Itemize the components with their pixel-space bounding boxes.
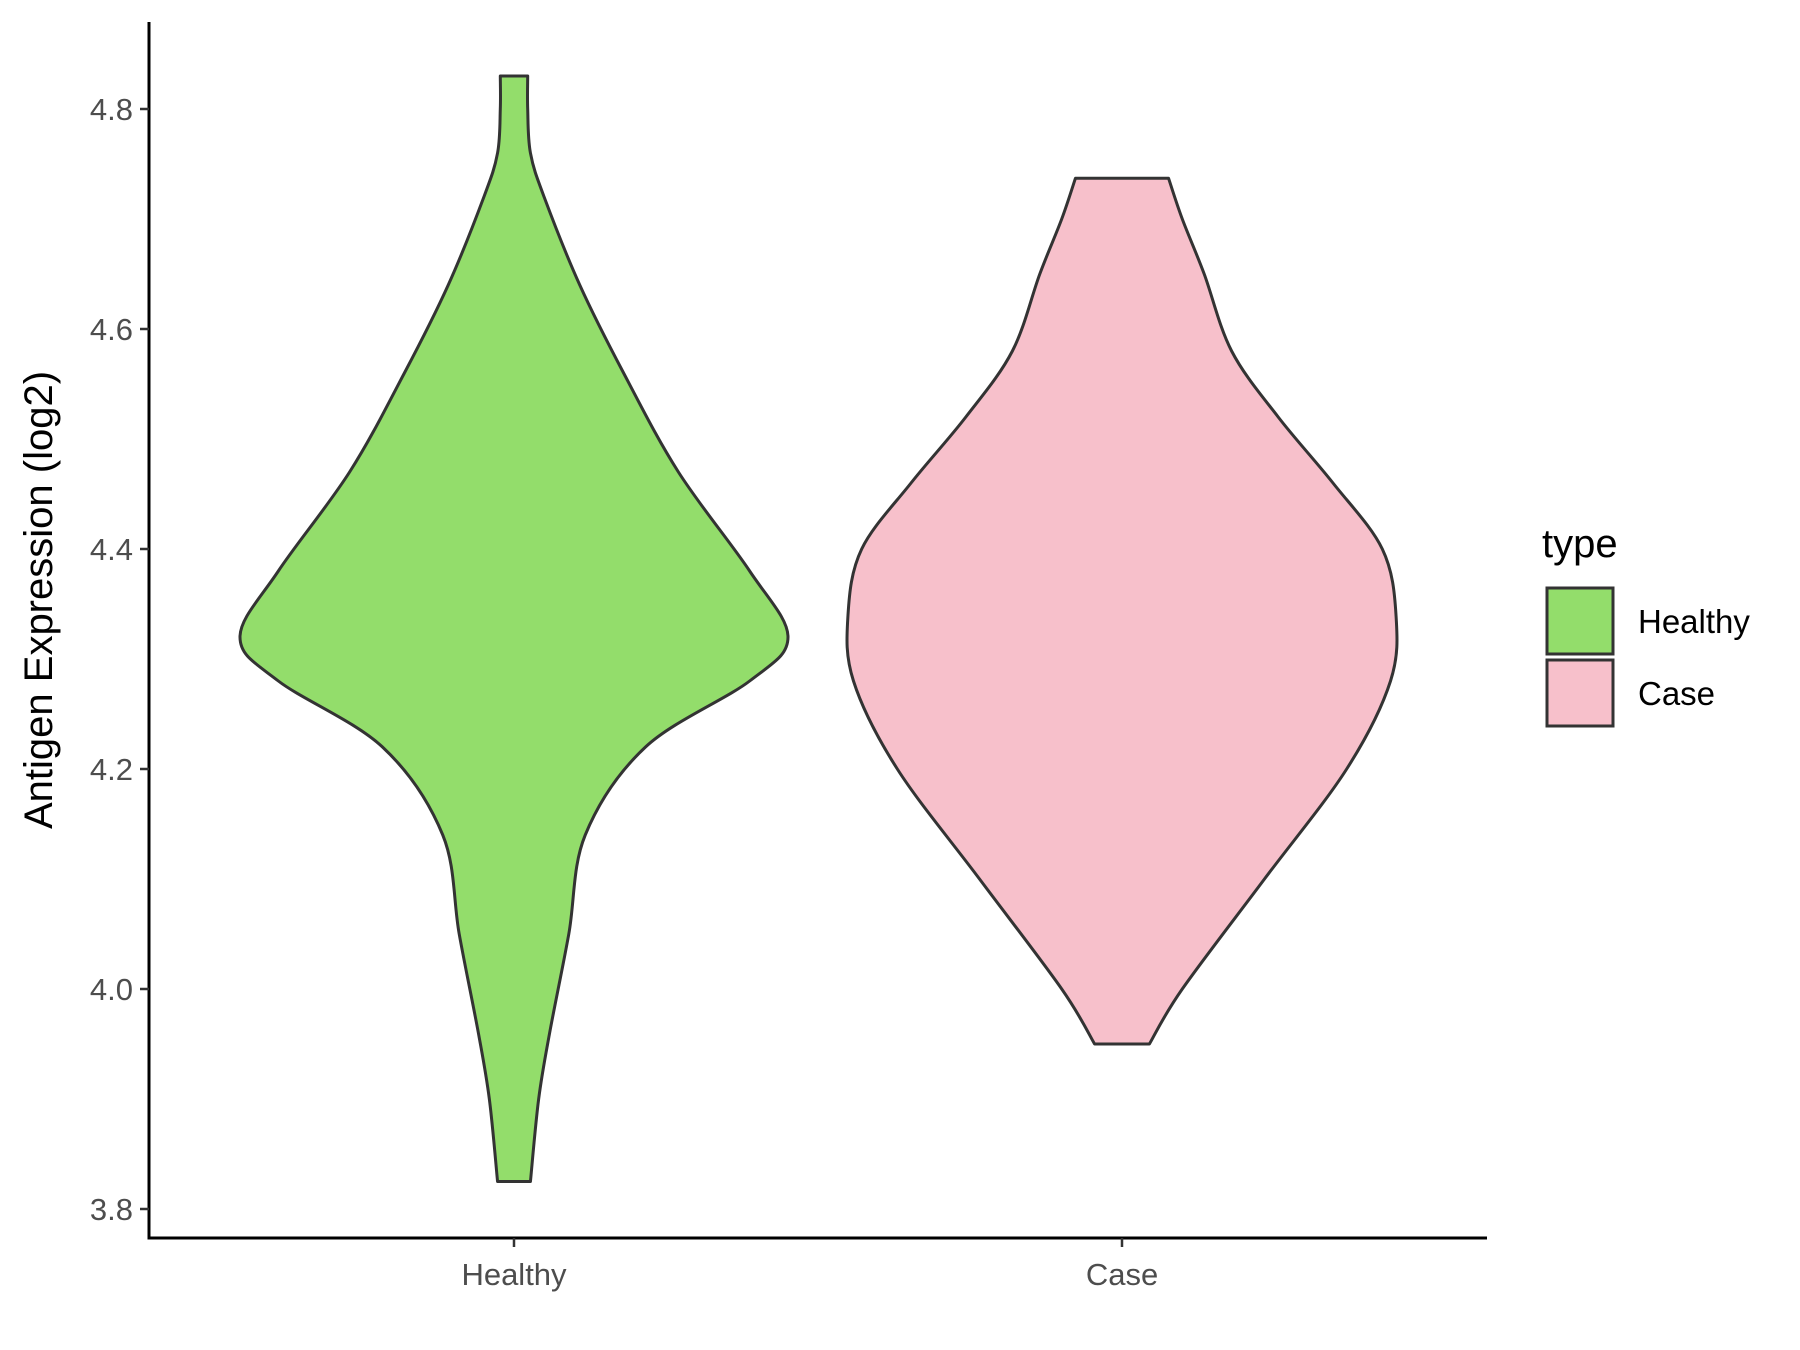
legend-swatch-healthy	[1545, 586, 1615, 656]
y-tick-label: 4.2	[90, 752, 133, 787]
y-tick-label: 4.6	[90, 312, 133, 347]
x-tick-label: Healthy	[461, 1257, 567, 1292]
y-tick-label: 3.8	[90, 1192, 133, 1227]
legend-swatch-case	[1545, 658, 1615, 728]
y-axis-title: Antigen Expression (log2)	[17, 371, 61, 829]
x-axis-ticks: Healthy Case	[461, 1238, 1158, 1292]
y-axis-ticks: 3.8 4.0 4.2 4.4 4.6 4.8	[90, 92, 149, 1227]
violin-layer	[238, 74, 1399, 1183]
legend-label-healthy: Healthy	[1638, 603, 1750, 640]
legend: type Healthy Case	[1542, 522, 1750, 728]
legend-label-case: Case	[1638, 675, 1715, 712]
x-tick-label: Case	[1086, 1257, 1158, 1292]
y-tick-label: 4.0	[90, 972, 133, 1007]
legend-items: Healthy Case	[1545, 586, 1750, 728]
legend-title: type	[1542, 522, 1618, 566]
y-tick-label: 4.4	[90, 532, 133, 567]
violin-healthy	[238, 74, 790, 1183]
y-tick-label: 4.8	[90, 92, 133, 127]
violin-case	[845, 176, 1399, 1046]
